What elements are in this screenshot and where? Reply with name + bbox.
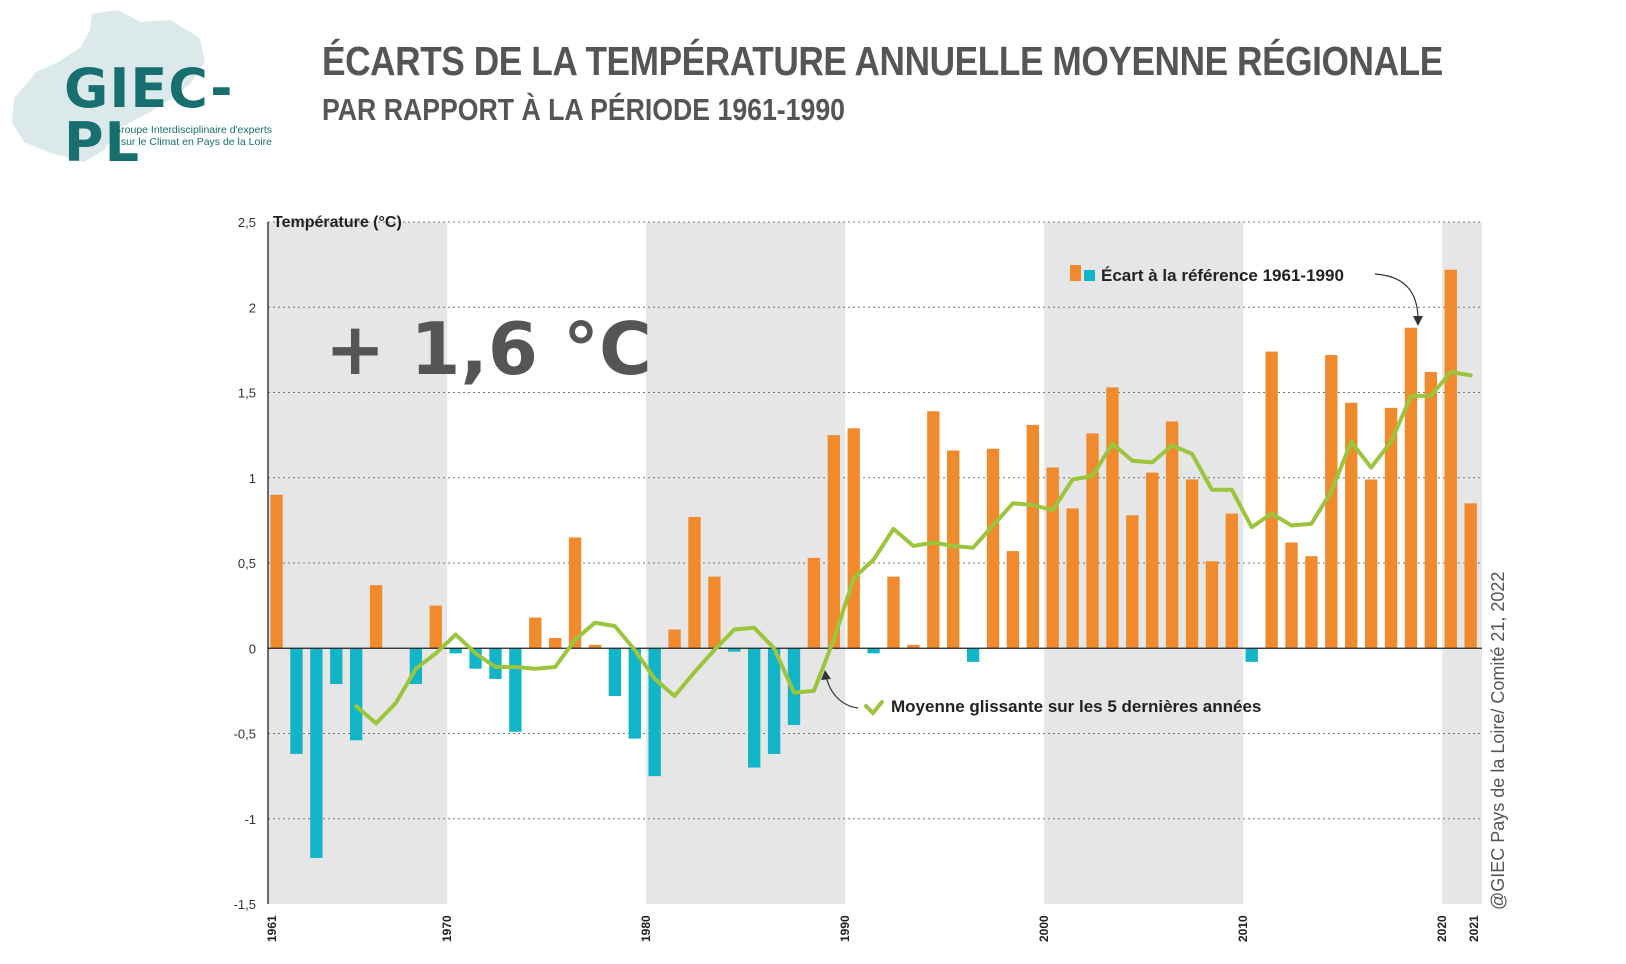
bar-1989 [827, 435, 840, 649]
bar-1961 [270, 494, 283, 649]
x-tick-label: 2020 [1435, 915, 1449, 942]
bar-1992 [887, 576, 900, 649]
moving-average-line [354, 370, 1473, 726]
bar-1993 [907, 644, 920, 649]
decade-band [268, 222, 448, 904]
legend-swatch-negative [1084, 270, 1095, 281]
y-tick-label: 1,5 [238, 386, 256, 401]
bar-1972 [489, 648, 502, 679]
bar-2002 [1086, 433, 1099, 649]
chart-subtitle: PAR RAPPORT À LA PÉRIODE 1961-1990 [322, 92, 845, 127]
bar-1996 [966, 648, 980, 662]
legend-line-swatch [864, 700, 884, 716]
bar-1969 [429, 605, 442, 649]
bar-2020 [1444, 269, 1457, 649]
bar-2011 [1265, 351, 1278, 649]
bar-2010 [1245, 648, 1258, 662]
x-tick-label: 2000 [1037, 915, 1051, 942]
bar-1970 [449, 648, 462, 654]
y-tick-label: -0,5 [234, 727, 256, 742]
bar-1983 [708, 576, 721, 649]
bar-2012 [1285, 542, 1298, 649]
y-tick-label: 0,5 [238, 556, 256, 571]
bar-1991 [867, 648, 880, 654]
bar-1997 [986, 448, 1000, 649]
x-tick-label: 2021 [1467, 915, 1481, 942]
bar-1978 [608, 648, 622, 696]
bar-1976 [568, 537, 582, 649]
bar-1982 [688, 516, 701, 649]
legend-swatch-positive [1070, 265, 1081, 281]
bar-1977 [588, 644, 602, 649]
legend-bars-label: Écart à la référence 1961-1990 [1101, 266, 1344, 285]
bar-1995 [947, 450, 960, 649]
bar-2009 [1225, 513, 1239, 649]
bar-2018 [1404, 327, 1418, 649]
bar-2001 [1066, 508, 1079, 649]
y-tick-label: -1,5 [234, 897, 256, 912]
legend-line-label: Moyenne glissante sur les 5 dernières an… [891, 697, 1261, 716]
y-tick-label: 2,5 [238, 215, 256, 230]
bar-2013 [1305, 556, 1318, 649]
bar-1998 [1006, 551, 1020, 649]
bar-2000 [1046, 467, 1059, 649]
bar-1973 [509, 648, 522, 732]
bar-2005 [1146, 472, 1159, 649]
x-tick-label: 1990 [838, 915, 852, 942]
bar-2004 [1126, 515, 1139, 649]
bar-1963 [310, 648, 323, 858]
logo-subtitle-line2: sur le Climat en Pays de la Loire [120, 136, 272, 148]
bar-1980 [648, 648, 661, 777]
x-tick-label: 1980 [639, 915, 653, 942]
bar-1986 [767, 648, 781, 754]
bar-1965 [349, 648, 363, 741]
bar-1999 [1026, 424, 1039, 649]
bar-2017 [1384, 407, 1398, 649]
legend-bars-arrow [1374, 273, 1419, 321]
bar-1981 [668, 629, 681, 649]
bar-1987 [787, 648, 801, 725]
bar-2015 [1345, 402, 1358, 649]
logo: GIEC-PL Groupe Interdisciplinaire d'expe… [0, 0, 290, 180]
bar-2007 [1185, 479, 1199, 649]
legend-bars-arrowhead [1413, 316, 1423, 326]
bar-1962 [290, 648, 303, 754]
logo-subtitle: Groupe Interdisciplinaire d'experts sur … [64, 124, 272, 148]
bar-1985 [748, 648, 761, 768]
y-tick-label: 0 [249, 641, 256, 656]
y-axis-label: Température (°C) [273, 214, 402, 231]
bar-1988 [807, 557, 821, 649]
y-tick-label: -1 [244, 812, 256, 827]
logo-subtitle-line1: Groupe Interdisciplinaire d'experts [112, 124, 272, 136]
bar-1974 [529, 617, 542, 649]
bar-1984 [728, 648, 741, 652]
big-annotation: + 1,6 °C [325, 307, 652, 391]
legend-line-arrow [825, 675, 859, 709]
bar-2003 [1106, 387, 1119, 649]
bar-1966 [369, 585, 383, 649]
bar-2008 [1205, 561, 1219, 649]
bar-2021 [1464, 503, 1477, 649]
bar-2006 [1165, 421, 1179, 649]
x-tick-label: 1961 [265, 915, 279, 942]
y-tick-label: 1 [249, 471, 256, 486]
bar-1979 [628, 648, 641, 739]
bar-2014 [1325, 354, 1338, 649]
map-shape-icon [12, 10, 205, 162]
bar-1964 [330, 648, 343, 685]
x-tick-label: 2010 [1236, 915, 1250, 942]
bar-1994 [927, 411, 940, 649]
chart-title: ÉCARTS DE LA TEMPÉRATURE ANNUELLE MOYENN… [322, 38, 1443, 84]
bar-1975 [549, 638, 562, 649]
x-tick-label: 1970 [440, 915, 454, 942]
bar-2019 [1424, 372, 1438, 649]
logo-title: GIEC-PL [64, 57, 234, 174]
bar-2016 [1364, 479, 1378, 649]
credit: @GIEC Pays de la Loire/ Comité 21, 2022 [1488, 571, 1508, 910]
bar-1990 [847, 428, 860, 649]
y-tick-label: 2 [249, 300, 256, 315]
legend-line-arrowhead [821, 670, 831, 680]
